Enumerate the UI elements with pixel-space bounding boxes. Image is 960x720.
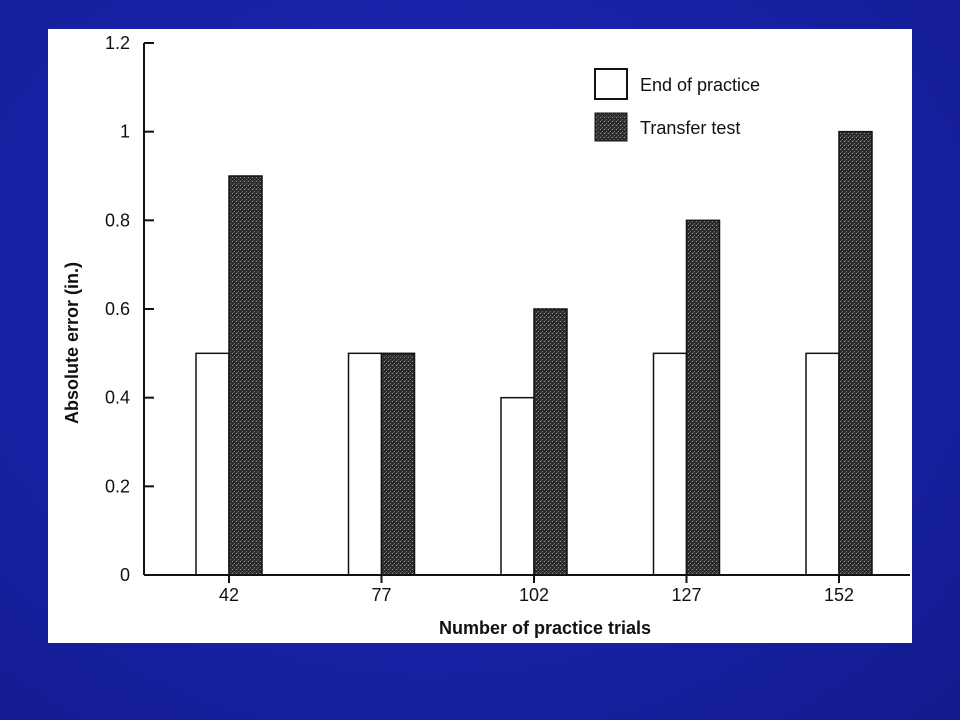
bars bbox=[195, 130, 873, 576]
y-axis: 0 0.2 0.4 0.6 0.8 1 1.2 bbox=[105, 33, 154, 585]
bar-end-of-practice bbox=[805, 352, 840, 576]
x-tick-label: 152 bbox=[824, 585, 854, 605]
bar-end-of-practice bbox=[347, 352, 383, 576]
bar-transfer-test bbox=[228, 175, 263, 576]
bar-end-of-practice bbox=[500, 396, 535, 576]
bar-transfer-test bbox=[380, 352, 416, 576]
y-tick-label: 0.4 bbox=[105, 388, 130, 408]
bar-transfer-test bbox=[838, 130, 873, 576]
y-tick-label: 0.2 bbox=[105, 476, 130, 496]
legend-label-end-of-practice: End of practice bbox=[640, 75, 760, 95]
y-axis-title: Absolute error (in.) bbox=[62, 262, 82, 424]
x-tick-label: 127 bbox=[671, 585, 701, 605]
chart-panel: 0 0.2 0.4 0.6 0.8 1 1.2 42 77 102 127 152 Absolute… bbox=[48, 29, 912, 643]
y-tick-label: 1.2 bbox=[105, 33, 130, 53]
x-axis: 42 77 102 127 152 bbox=[144, 574, 910, 605]
legend-label-transfer-test: Transfer test bbox=[640, 118, 740, 138]
x-tick-label: 102 bbox=[519, 585, 549, 605]
bar-end-of-practice bbox=[652, 352, 688, 576]
legend-swatch-end-of-practice bbox=[594, 68, 628, 100]
legend-swatch-transfer-test bbox=[594, 112, 628, 142]
bar-transfer-test bbox=[533, 308, 568, 576]
y-tick-label: 0.6 bbox=[105, 299, 130, 319]
x-tick-label: 42 bbox=[219, 585, 239, 605]
bar-chart: 0 0.2 0.4 0.6 0.8 1 1.2 42 77 102 127 152 Absolute… bbox=[62, 33, 910, 638]
y-tick-label: 0.8 bbox=[105, 210, 130, 230]
bar-end-of-practice bbox=[195, 352, 230, 576]
y-tick-label: 0 bbox=[120, 565, 130, 585]
y-tick-label: 1 bbox=[120, 122, 130, 142]
bar-transfer-test bbox=[685, 219, 721, 576]
x-tick-label: 77 bbox=[371, 585, 391, 605]
legend: End of practice Transfer test bbox=[594, 68, 760, 142]
x-axis-title: Number of practice trials bbox=[439, 618, 651, 638]
